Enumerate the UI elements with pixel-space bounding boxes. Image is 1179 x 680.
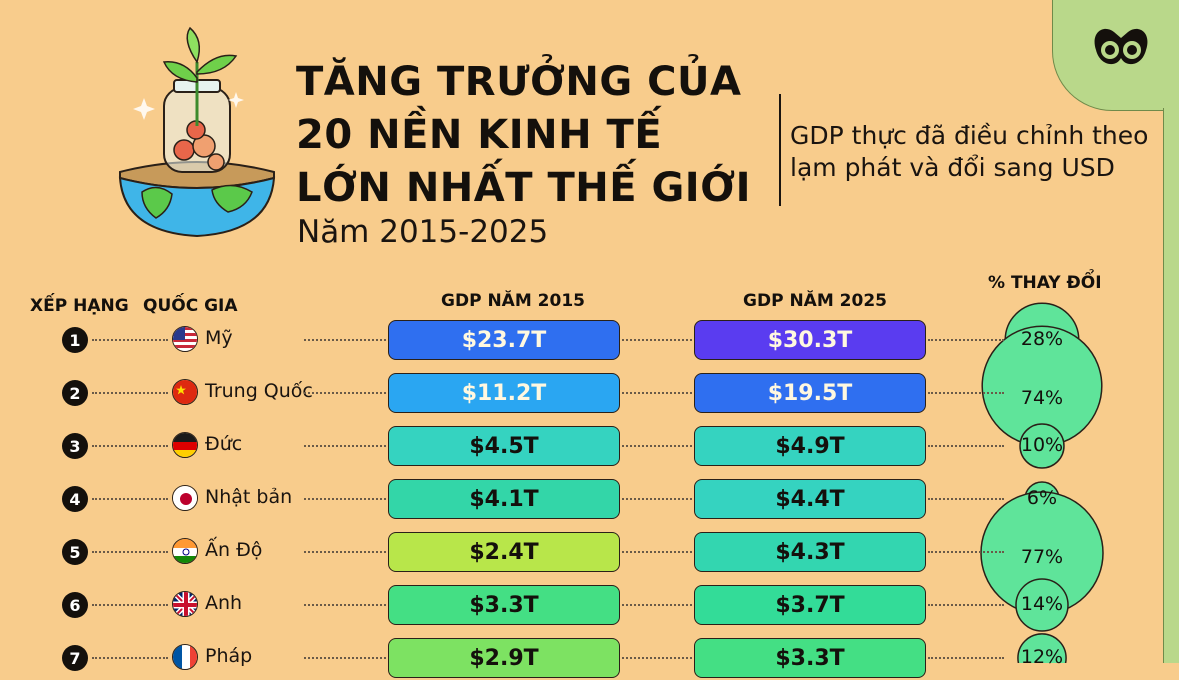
japan-flag-icon bbox=[172, 485, 198, 511]
rank-badge: 5 bbox=[62, 539, 88, 565]
binoculars-logo-icon bbox=[1094, 28, 1148, 65]
rank-badge: 1 bbox=[62, 327, 88, 353]
gdp2015-bar: $2.9T bbox=[388, 638, 620, 678]
leader-dots bbox=[304, 392, 386, 394]
header-divider bbox=[779, 94, 781, 206]
gdp2015-header: GDP NĂM 2015 bbox=[441, 291, 585, 311]
gdp2025-bar: $4.3T bbox=[694, 532, 926, 572]
country-name: Nhật bản bbox=[205, 486, 293, 508]
leader-dots bbox=[92, 657, 168, 659]
country-name: Đức bbox=[205, 433, 243, 455]
rank-header: XẾP HẠNG bbox=[30, 296, 129, 316]
gdp2015-bar: $4.5T bbox=[388, 426, 620, 466]
gdp2025-bar: $3.7T bbox=[694, 585, 926, 625]
leader-dots bbox=[622, 551, 692, 553]
gdp2025-bar: $30.3T bbox=[694, 320, 926, 360]
table-row: 5 Ấn Độ $2.4T $4.3T bbox=[0, 530, 1179, 574]
rank-badge: 6 bbox=[62, 592, 88, 618]
leader-dots bbox=[304, 657, 386, 659]
table-row: 2 Trung Quốc $11.2T $19.5T bbox=[0, 371, 1179, 415]
rank-badge: 3 bbox=[62, 433, 88, 459]
change-label: 14% bbox=[1020, 593, 1064, 615]
leader-dots bbox=[928, 445, 1004, 447]
change-label: 10% bbox=[1020, 434, 1064, 456]
subtitle: GDP thực đã điều chỉnh theo lạm phát và … bbox=[790, 120, 1170, 184]
gdp2015-bar: $11.2T bbox=[388, 373, 620, 413]
corner-side-strip bbox=[1163, 108, 1179, 663]
table-row: 6 Anh $3.3T $3.7T bbox=[0, 583, 1179, 627]
gdp2025-bar: $19.5T bbox=[694, 373, 926, 413]
leader-dots bbox=[304, 445, 386, 447]
change-label: 77% bbox=[1020, 546, 1064, 568]
gdp2025-bar: $4.9T bbox=[694, 426, 926, 466]
leader-dots bbox=[622, 604, 692, 606]
gdp2015-bar: $2.4T bbox=[388, 532, 620, 572]
leader-dots bbox=[928, 657, 1004, 659]
china-flag-icon bbox=[172, 379, 198, 405]
germany-flag-icon bbox=[172, 432, 198, 458]
leader-dots bbox=[622, 498, 692, 500]
leader-dots bbox=[622, 445, 692, 447]
country-name: Trung Quốc bbox=[205, 380, 313, 402]
gdp2025-bar: $4.4T bbox=[694, 479, 926, 519]
leader-dots bbox=[928, 551, 1004, 553]
change-label: 28% bbox=[1020, 328, 1064, 350]
leader-dots bbox=[92, 339, 168, 341]
leader-dots bbox=[92, 392, 168, 394]
table-row: 3 Đức $4.5T $4.9T bbox=[0, 424, 1179, 468]
gdp2025-header: GDP NĂM 2025 bbox=[743, 291, 887, 311]
country-name: Pháp bbox=[205, 645, 253, 667]
gdp2015-bar: $3.3T bbox=[388, 585, 620, 625]
rank-badge: 7 bbox=[62, 645, 88, 671]
country-header: QUỐC GIA bbox=[143, 296, 238, 316]
table-row: 4 Nhật bản $4.1T $4.4T bbox=[0, 477, 1179, 521]
leader-dots bbox=[92, 498, 168, 500]
leader-dots bbox=[928, 339, 1004, 341]
india-flag-icon bbox=[172, 538, 198, 564]
leader-dots bbox=[622, 392, 692, 394]
country-name: Anh bbox=[205, 592, 243, 614]
table-row: 7 Pháp $2.9T $3.3T bbox=[0, 636, 1179, 680]
subtitle-line-2: lạm phát và đổi sang USD bbox=[790, 153, 1115, 182]
gdp2025-bar: $3.3T bbox=[694, 638, 926, 678]
table-row: 1 Mỹ $23.7T $30.3T bbox=[0, 318, 1179, 362]
leader-dots bbox=[92, 604, 168, 606]
year-range: Năm 2015-2025 bbox=[297, 214, 549, 250]
leader-dots bbox=[304, 551, 386, 553]
leader-dots bbox=[304, 604, 386, 606]
leader-dots bbox=[92, 551, 168, 553]
gdp2015-bar: $4.1T bbox=[388, 479, 620, 519]
subtitle-line-1: GDP thực đã điều chỉnh theo bbox=[790, 121, 1149, 150]
leader-dots bbox=[928, 498, 1004, 500]
country-name: Ấn Độ bbox=[205, 539, 263, 561]
uk-flag-icon bbox=[172, 591, 198, 617]
change-label: 74% bbox=[1020, 387, 1064, 409]
leader-dots bbox=[622, 339, 692, 341]
gdp2015-bar: $23.7T bbox=[388, 320, 620, 360]
leader-dots bbox=[304, 339, 386, 341]
country-name: Mỹ bbox=[205, 327, 233, 349]
leader-dots bbox=[304, 498, 386, 500]
change-label: 6% bbox=[1026, 487, 1058, 509]
rank-badge: 4 bbox=[62, 486, 88, 512]
rank-badge: 2 bbox=[62, 380, 88, 406]
chart-title: TĂNG TRƯỞNG CỦA 20 NỀN KINH TẾ LỚN NHẤT … bbox=[296, 56, 766, 215]
change-label: 12% bbox=[1020, 646, 1064, 668]
leader-dots bbox=[622, 657, 692, 659]
change-header: % THAY ĐỔI bbox=[988, 273, 1102, 293]
title-line-1: TĂNG TRƯỞNG CỦA bbox=[296, 59, 742, 105]
us-flag-icon bbox=[172, 326, 198, 352]
leader-dots bbox=[928, 392, 1004, 394]
leader-dots bbox=[928, 604, 1004, 606]
leader-dots bbox=[92, 445, 168, 447]
plant-jar-globe-illustration bbox=[118, 26, 276, 238]
title-line-3: LỚN NHẤT THẾ GIỚI bbox=[296, 165, 752, 211]
france-flag-icon bbox=[172, 644, 198, 670]
title-line-2: 20 NỀN KINH TẾ bbox=[296, 112, 663, 158]
